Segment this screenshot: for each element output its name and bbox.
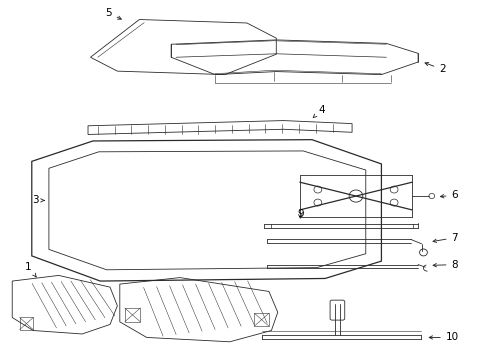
Bar [254,313,268,326]
Text: 9: 9 [296,209,303,219]
Text: 8: 8 [432,260,457,270]
Text: 2: 2 [424,63,445,75]
Text: 5: 5 [105,8,121,19]
Text: 1: 1 [25,262,36,277]
Bar [124,308,140,322]
Text: 7: 7 [432,233,457,243]
Text: 10: 10 [428,332,458,342]
Text: 3: 3 [32,195,44,206]
Text: 6: 6 [440,190,457,200]
Bar [20,318,33,330]
Text: 4: 4 [313,105,325,118]
